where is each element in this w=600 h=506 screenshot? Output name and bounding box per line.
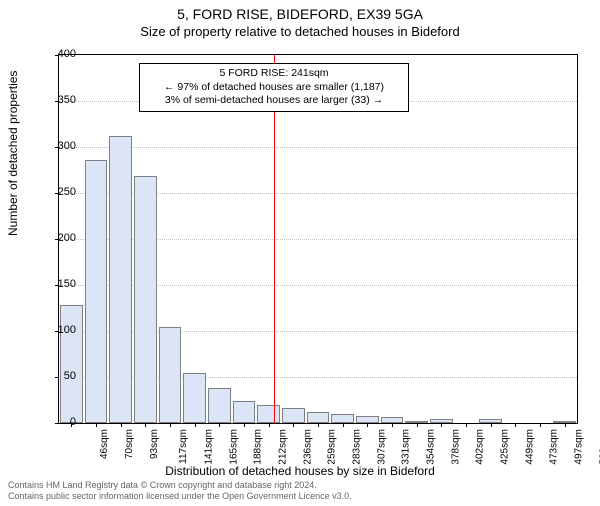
xtick-label: 331sqm: [401, 429, 412, 465]
histogram-bar: [356, 416, 379, 423]
xtick-label: 259sqm: [327, 429, 338, 465]
xtick-mark: [392, 423, 393, 427]
xtick-mark: [367, 423, 368, 427]
xtick-label: 236sqm: [302, 429, 313, 465]
xtick-label: 307sqm: [376, 429, 387, 465]
xtick-mark: [343, 423, 344, 427]
xtick-label: 449sqm: [524, 429, 535, 465]
xtick-label: 165sqm: [228, 429, 239, 465]
xtick-label: 212sqm: [278, 429, 289, 465]
ytick-label: 300: [36, 140, 76, 152]
histogram-bar: [282, 408, 305, 423]
xtick-label: 402sqm: [475, 429, 486, 465]
annotation-line3: 3% of semi-detached houses are larger (3…: [146, 94, 402, 108]
histogram-bar: [134, 176, 157, 423]
xtick-label: 70sqm: [124, 429, 135, 459]
page-title: 5, FORD RISE, BIDEFORD, EX39 5GA: [0, 6, 600, 22]
xtick-mark: [170, 423, 171, 427]
xtick-label: 425sqm: [500, 429, 511, 465]
ytick-label: 50: [36, 370, 76, 382]
xtick-label: 188sqm: [253, 429, 264, 465]
ytick-label: 350: [36, 94, 76, 106]
xtick-mark: [318, 423, 319, 427]
histogram-bar: [60, 305, 83, 423]
xtick-mark: [269, 423, 270, 427]
ytick-label: 250: [36, 186, 76, 198]
xtick-mark: [441, 423, 442, 427]
xtick-mark: [293, 423, 294, 427]
histogram-bar: [183, 373, 206, 423]
xtick-mark: [466, 423, 467, 427]
gridline: [59, 147, 577, 148]
xtick-label: 283sqm: [352, 429, 363, 465]
xtick-mark: [121, 423, 122, 427]
xtick-label: 93sqm: [149, 429, 160, 459]
xtick-mark: [145, 423, 146, 427]
annotation-line1: 5 FORD RISE: 241sqm: [146, 67, 402, 81]
xtick-label: 497sqm: [574, 429, 585, 465]
ytick-label: 100: [36, 324, 76, 336]
xtick-mark: [195, 423, 196, 427]
histogram-bar: [257, 405, 280, 423]
xtick-mark: [565, 423, 566, 427]
histogram-bar: [233, 401, 256, 423]
histogram-bar: [208, 388, 231, 423]
ytick-label: 150: [36, 278, 76, 290]
ytick-label: 400: [36, 48, 76, 60]
footer-line1: Contains HM Land Registry data © Crown c…: [8, 480, 352, 491]
page-subtitle: Size of property relative to detached ho…: [0, 24, 600, 39]
ytick-label: 200: [36, 232, 76, 244]
footer-attribution: Contains HM Land Registry data © Crown c…: [8, 480, 352, 503]
xtick-mark: [244, 423, 245, 427]
histogram-bar: [331, 414, 354, 423]
histogram-bar: [159, 327, 182, 423]
ytick-label: 0: [36, 416, 76, 428]
footer-line2: Contains public sector information licen…: [8, 491, 352, 502]
annotation-line2: ← 97% of detached houses are smaller (1,…: [146, 81, 402, 95]
xtick-label: 354sqm: [426, 429, 437, 465]
x-axis-label: Distribution of detached houses by size …: [0, 464, 600, 478]
histogram-bar: [109, 136, 132, 423]
xtick-label: 141sqm: [204, 429, 215, 465]
histogram-chart: 46sqm70sqm93sqm117sqm141sqm165sqm188sqm2…: [58, 54, 578, 424]
histogram-bar: [85, 160, 108, 423]
y-axis-label: Number of detached properties: [6, 71, 20, 236]
xtick-label: 473sqm: [549, 429, 560, 465]
xtick-mark: [540, 423, 541, 427]
xtick-mark: [417, 423, 418, 427]
xtick-mark: [96, 423, 97, 427]
annotation-box: 5 FORD RISE: 241sqm← 97% of detached hou…: [139, 63, 409, 112]
xtick-label: 46sqm: [99, 429, 110, 459]
xtick-mark: [491, 423, 492, 427]
xtick-mark: [515, 423, 516, 427]
xtick-mark: [219, 423, 220, 427]
xtick-label: 378sqm: [450, 429, 461, 465]
xtick-label: 117sqm: [178, 429, 189, 464]
histogram-bar: [307, 412, 330, 423]
